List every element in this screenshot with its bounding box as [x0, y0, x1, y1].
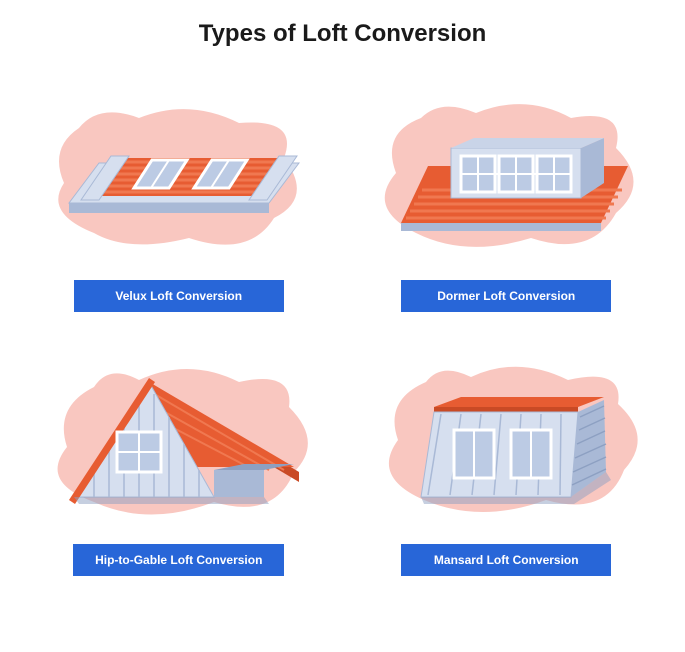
- page-title: Types of Loft Conversion: [30, 20, 655, 48]
- type-card-velux: Velux Loft Conversion: [30, 88, 328, 312]
- type-label: Mansard Loft Conversion: [401, 544, 611, 576]
- type-card-mansard: Mansard Loft Conversion: [358, 352, 656, 576]
- mansard-illustration: [366, 352, 646, 532]
- type-label: Dormer Loft Conversion: [401, 280, 611, 312]
- type-label: Hip-to-Gable Loft Conversion: [73, 544, 284, 576]
- type-label: Velux Loft Conversion: [74, 280, 284, 312]
- hiptogable-illustration: [39, 352, 319, 532]
- type-card-hiptogable: Hip-to-Gable Loft Conversion: [30, 352, 328, 576]
- infographic-page: Types of Loft Conversion: [0, 0, 685, 652]
- types-grid: Velux Loft Conversion: [30, 88, 655, 576]
- velux-illustration: [39, 88, 319, 268]
- type-card-dormer: Dormer Loft Conversion: [358, 88, 656, 312]
- dormer-illustration: [366, 88, 646, 268]
